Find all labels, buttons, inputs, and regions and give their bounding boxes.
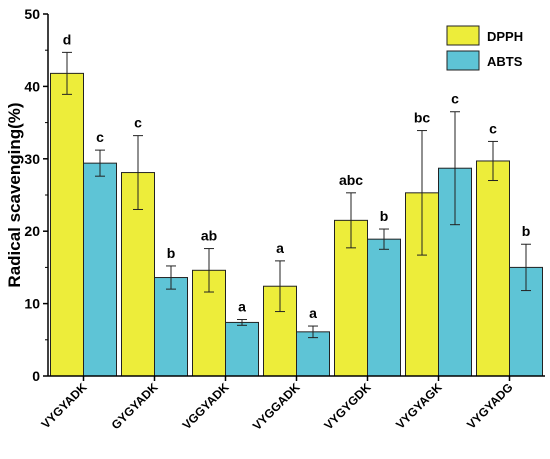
bar-abts-gygyadk xyxy=(154,277,188,377)
significance-letter-abts-vygyagk: c xyxy=(451,91,459,107)
legend: DPPH ABTS xyxy=(446,25,523,71)
significance-letter-abts-vygyadk: c xyxy=(96,129,104,145)
legend-label-dpph: DPPH xyxy=(487,29,523,44)
y-tick-label-10: 10 xyxy=(24,296,40,312)
bar-abts-vygyadk xyxy=(83,162,117,377)
bars-layer xyxy=(50,51,543,377)
legend-swatch-dpph xyxy=(446,25,480,46)
axes-layer xyxy=(43,13,545,381)
significance-letter-dpph-gygyadk: c xyxy=(134,115,142,131)
significance-letter-abts-vyggadk: a xyxy=(309,305,317,321)
significance-letter-abts-vygygdk: b xyxy=(380,208,389,224)
bar-dpph-vygyadk xyxy=(50,72,84,377)
y-tick-label-30: 30 xyxy=(24,151,40,167)
significance-letter-abts-vygyadg: b xyxy=(522,223,531,239)
x-tick-label-vyggadk: VYGGADK xyxy=(250,380,303,433)
x-tick-label-vygygdk: VYGYGDK xyxy=(321,380,374,433)
y-axis-title: Radical scavenging(%) xyxy=(5,102,24,287)
y-tick-label-20: 20 xyxy=(24,223,40,239)
y-tick-label-40: 40 xyxy=(24,78,40,94)
y-tick-label-0: 0 xyxy=(32,368,40,384)
x-tick-label-vygyagk: VYGYAGK xyxy=(393,380,445,432)
significance-letter-dpph-vyggadk: a xyxy=(276,240,284,256)
x-tick-label-vggyadk: VGGYADK xyxy=(180,380,232,432)
bar-abts-vygygdk xyxy=(367,238,401,377)
x-tick-label-vygyadg: VYGYADG xyxy=(464,380,516,432)
x-tick-label-gygyadk: GYGYADK xyxy=(109,380,161,432)
legend-label-abts: ABTS xyxy=(487,54,523,69)
bar-dpph-vygyadg xyxy=(476,160,510,377)
significance-letter-abts-gygyadk: b xyxy=(167,245,176,261)
legend-swatch-abts xyxy=(446,50,480,71)
significance-letter-dpph-vygygdk: abc xyxy=(339,172,363,188)
significance-letter-dpph-vggyadk: ab xyxy=(201,228,217,244)
y-tick-label-50: 50 xyxy=(24,6,40,22)
x-tick-label-vygyadk: VYGYADK xyxy=(39,380,90,431)
bar-abts-vyggadk xyxy=(296,331,330,377)
significance-letter-dpph-vygyadg: c xyxy=(489,120,497,136)
significance-letter-dpph-vygyagk: bc xyxy=(414,110,431,126)
bar-abts-vggyadk xyxy=(225,321,259,377)
significance-letter-dpph-vygyadk: d xyxy=(63,31,72,47)
significance-letter-abts-vggyadk: a xyxy=(238,299,246,315)
